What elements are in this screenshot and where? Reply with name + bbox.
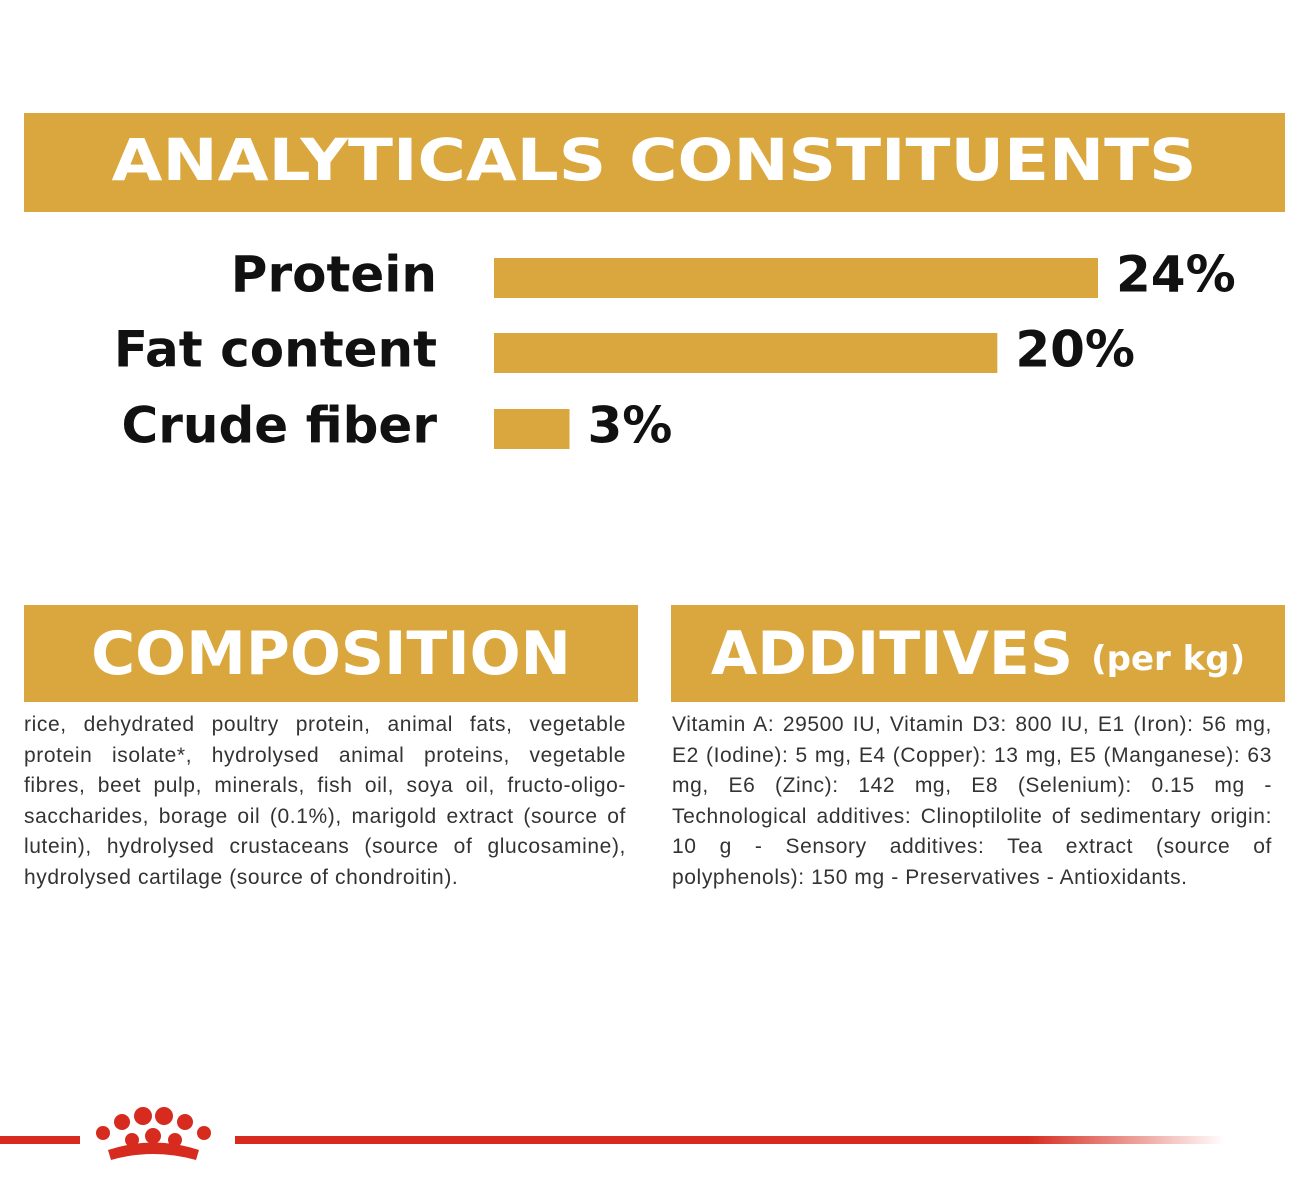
additives-text: Vitamin A: 29500 IU, Vitamin D3: 800 IU,…: [672, 713, 1272, 889]
red-line: [235, 1136, 1225, 1144]
value-label: 24%: [1116, 246, 1236, 304]
additives-band: ADDITIVES (per kg): [671, 605, 1285, 702]
composition-band: COMPOSITION: [24, 605, 638, 702]
composition-title: COMPOSITION: [91, 618, 571, 689]
red-line: [0, 1136, 80, 1144]
title-band: [24, 113, 1285, 212]
crown-logo: [96, 1107, 211, 1160]
bar: [494, 333, 998, 373]
additives-unit: (per kg): [1091, 638, 1246, 679]
chart: ANALYTICALS CONSTITUENTS Protein 24% Fat c…: [24, 113, 1285, 455]
category-label: Fat content: [114, 321, 437, 379]
composition-text: rice, dehydrated poultry protein, animal…: [24, 713, 626, 889]
bar: [494, 409, 570, 449]
value-label: 20%: [1015, 321, 1135, 379]
category-label: Crude fiber: [122, 397, 438, 455]
bar: [494, 258, 1098, 298]
category-label: Protein: [231, 246, 437, 304]
additives-title: ADDITIVES: [710, 618, 1074, 689]
chart-title: ANALYTICALS CONSTITUENTS: [112, 126, 1197, 194]
value-label: 3%: [588, 397, 673, 455]
